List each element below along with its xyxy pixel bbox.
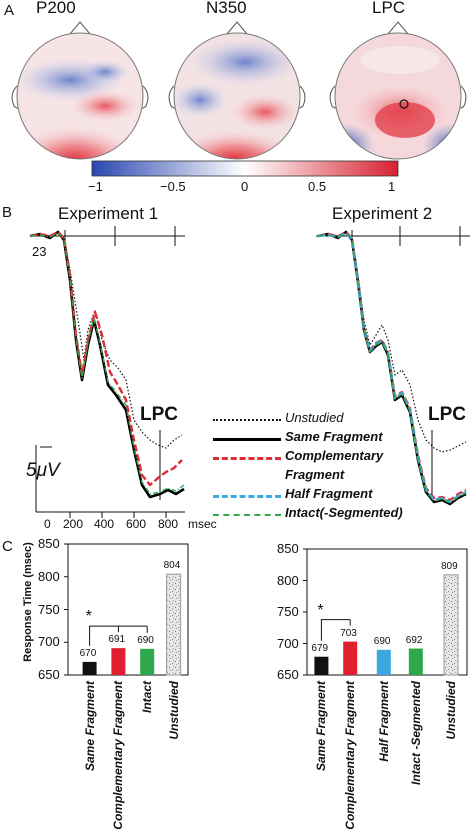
figure-svg (11, 21, 470, 676)
bar-chart-1-value-label-3: 804 (163, 560, 181, 572)
erp-axes (30, 226, 470, 518)
exp1-same-fragment-wave (29, 230, 185, 499)
legend-label-half-fragment: Half Fragment (285, 486, 373, 501)
x-tick-200: 200 (63, 517, 84, 531)
legend-label-same-fragment: Same Fragment (285, 429, 383, 444)
bar-chart-1-category-label-3: Unstudied (166, 681, 181, 740)
colorbar-tick-1: −0.5 (160, 179, 186, 194)
bar-chart-1-bar-0 (82, 661, 97, 675)
x-tick-400: 400 (94, 517, 115, 531)
bar-chart-2-ytick-750: 750 (277, 604, 299, 619)
topomap-label-n350: N350 (206, 0, 247, 17)
legend-label-complementary-line2: Fragment (285, 467, 345, 482)
bar-chart-2-bar-2 (376, 649, 391, 675)
bar-chart-1-value-label-0: 670 (79, 647, 97, 659)
panel-letter-c: C (2, 538, 13, 555)
erp-waveforms-exp2 (317, 230, 467, 506)
legend-label-intact: Intact(-Segmented) (285, 505, 403, 520)
bar-chart-2-ytick-850: 850 (277, 541, 299, 556)
bar-chart-2-value-label-3: 692 (405, 634, 423, 646)
bar-chart-2-ytick-700: 700 (277, 635, 299, 651)
colorbar (91, 160, 399, 177)
lpc-label-exp1: LPC (140, 404, 178, 425)
bar-chart-1-significance-star: * (85, 608, 92, 626)
topomap-label-p200: P200 (36, 0, 76, 17)
bar-chart-1-ytick-700: 700 (38, 634, 60, 650)
bar-chart-2-category-label-4: Unstudied (444, 681, 458, 740)
bar-chart-2-significance-star: * (317, 601, 324, 619)
bar-chart-1-value-label-1: 691 (108, 634, 126, 646)
bar-marks-layer (64, 543, 459, 676)
bar-chart-2-significance-bracket (320, 619, 351, 641)
bar-chart-1-bar-3 (166, 573, 182, 676)
bar-chart-2-category-label-3: Intact -Segmented (408, 681, 423, 786)
topomap-p200 (11, 21, 149, 160)
bar-chart-1-ytick-800: 800 (38, 568, 60, 584)
bar-chart-2-value-label-1: 703 (340, 627, 357, 639)
exp1-complementary-wave (29, 230, 183, 487)
legend-item-unstudied: Unstudied (213, 410, 473, 429)
topomap-n350 (168, 21, 306, 160)
legend-item-intact: Intact(-Segmented) (213, 505, 473, 524)
electrode-label: 23 (32, 244, 47, 259)
colorbar-tick-4: 1 (388, 179, 396, 194)
legend-item-complementary: Complementary (213, 448, 473, 467)
bar-chart-1-category-label-0: Same Fragment (82, 681, 97, 772)
legend-item-complementary-line2: Fragment (213, 467, 473, 486)
experiment1-title: Experiment 1 (58, 204, 159, 223)
bar-chart-1-category-label-1: Complementary Fragment (111, 681, 126, 830)
bar-chart-1-bar-2 (140, 648, 155, 675)
exp2-intact-segmented-wave (317, 232, 467, 504)
bar-chart-1-significance-bracket (89, 625, 148, 646)
topomap-label-lpc: LPC (372, 0, 406, 17)
bar-chart-1-ytick-850: 850 (38, 536, 60, 551)
bar-chart-2-value-label-2: 690 (373, 635, 391, 647)
topomap-lpc (329, 21, 467, 160)
bar-chart-ylabel: Response Time (msec) (21, 542, 34, 662)
bar-chart-2-value-label-0: 679 (311, 642, 329, 654)
bar-chart-2-bar-1 (343, 641, 358, 675)
colorbar-tick-2: 0 (241, 179, 249, 194)
bar-chart-1-value-label-2: 690 (137, 634, 154, 646)
bar-chart-2-value-label-4: 809 (441, 560, 458, 572)
bar-chart-2-bar-0 (314, 656, 329, 675)
x-tick-600: 600 (126, 517, 147, 531)
panel-letter-b: B (2, 204, 13, 221)
experiment2-title: Experiment 2 (332, 204, 433, 223)
bar-chart-1-ytick-650: 650 (38, 667, 60, 682)
legend-label-unstudied: Unstudied (285, 410, 344, 425)
bar-chart-1-category-label-2: Intact (140, 681, 155, 714)
scale-bar-label: 5μV (26, 460, 60, 481)
erp-waveforms-exp1 (29, 230, 185, 499)
x-tick-800: 800 (158, 517, 179, 531)
panel-letter-a: A (4, 2, 15, 19)
bar-chart-1-bar-1 (111, 648, 126, 675)
bar-chart-2-ytick-800: 800 (277, 572, 299, 588)
colorbar-tick-0: −1 (88, 179, 103, 194)
legend-label-complementary: Complementary (285, 448, 384, 463)
exp1-intact-wave (29, 232, 185, 495)
bar-chart-2-category-label-1: Complementary Fragment (343, 681, 358, 830)
colorbar-tick-3: 0.5 (308, 179, 327, 194)
bar-chart-2-category-label-0: Same Fragment (314, 681, 329, 772)
bar-chart-1-ytick-750: 750 (38, 601, 60, 617)
bar-chart-2-ytick-650: 650 (277, 667, 299, 682)
x-unit-label: msec (188, 517, 217, 531)
bar-chart-2-category-label-2: Half Fragment (376, 681, 391, 762)
legend-item-half-fragment: Half Fragment (213, 486, 473, 505)
lpc-label-exp2: LPC (428, 404, 466, 425)
x-tick-0: 0 (44, 517, 51, 531)
electrode-marker (399, 99, 409, 109)
bar-chart-2-bar-4 (443, 574, 459, 676)
legend-item-same-fragment: Same Fragment (213, 429, 473, 448)
erp-legend: Unstudied Same Fragment Complementary Fr… (213, 410, 473, 524)
bar-chart-2-bar-3 (408, 648, 423, 675)
